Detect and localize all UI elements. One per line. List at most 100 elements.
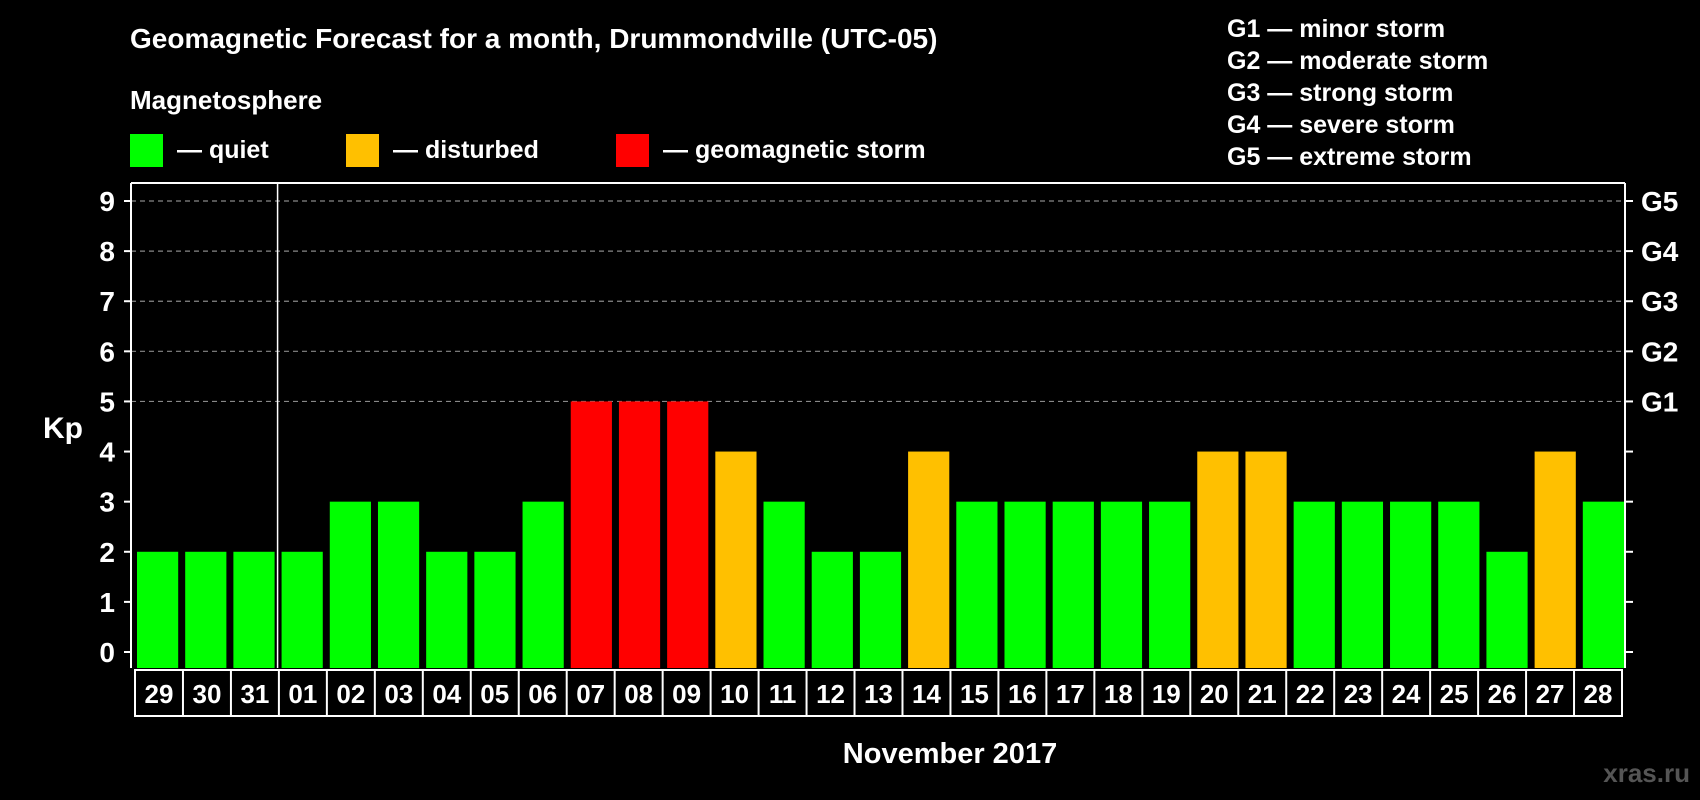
right-tick-label: G5 — [1641, 186, 1678, 217]
x-tick-label: 04 — [432, 679, 461, 709]
y-tick-label: 9 — [99, 186, 115, 217]
x-axis-date-labels: 29 30 31 01 02 03 04 05 06 07 08 09 10 11 12 13 14 15 16 17… — [134, 669, 1623, 717]
bars — [137, 401, 1624, 668]
x-tick-label: 14 — [912, 679, 941, 709]
x-tick-label: 13 — [864, 679, 893, 709]
legend-label-quiet: — quiet — [177, 136, 269, 164]
right-tick-label: G1 — [1641, 386, 1678, 417]
storm-scale-g5: G5 — extreme storm — [1227, 143, 1472, 171]
y-tick-label: 0 — [99, 637, 115, 668]
storm-scale-g2: G2 — moderate storm — [1227, 47, 1488, 75]
x-tick-label: 03 — [384, 679, 413, 709]
x-tick-label: 09 — [672, 679, 701, 709]
bar — [1293, 501, 1335, 668]
bar — [1245, 451, 1287, 668]
chart-title: Geomagnetic Forecast for a month, Drummo… — [130, 23, 937, 54]
y-axis-label: Kp — [43, 412, 83, 445]
bar — [908, 451, 950, 668]
x-tick-label: 05 — [480, 679, 509, 709]
bar — [522, 501, 564, 668]
bar — [715, 451, 757, 668]
y-axis-ticks: 0 1 2 3 4 5 6 7 8 9 — [99, 186, 131, 668]
bar — [474, 551, 516, 668]
x-tick-label: 17 — [1056, 679, 1085, 709]
x-tick-label: 20 — [1200, 679, 1229, 709]
x-tick-label: 24 — [1392, 679, 1421, 709]
legend-label-storm: — geomagnetic storm — [663, 136, 926, 164]
x-axis-label: November 2017 — [843, 738, 1057, 770]
x-tick-label: 28 — [1584, 679, 1613, 709]
x-tick-label: 29 — [145, 679, 174, 709]
x-tick-label: 21 — [1248, 679, 1277, 709]
bar — [1197, 451, 1239, 668]
bar — [281, 551, 323, 668]
bar — [1052, 501, 1094, 668]
x-tick-label: 31 — [240, 679, 269, 709]
bar — [426, 551, 468, 668]
bar — [1534, 451, 1576, 668]
bar — [811, 551, 853, 668]
x-tick-label: 23 — [1344, 679, 1373, 709]
bar — [763, 501, 805, 668]
y-tick-label: 5 — [99, 386, 115, 417]
bar — [1486, 551, 1528, 668]
bar — [1438, 501, 1480, 668]
x-tick-label: 25 — [1440, 679, 1469, 709]
bar — [1582, 501, 1624, 668]
right-tick-label: G2 — [1641, 336, 1678, 367]
y-tick-label: 6 — [99, 336, 115, 367]
legend-label-disturbed: — disturbed — [393, 136, 539, 164]
legend-swatch-quiet — [130, 134, 163, 167]
bar — [185, 551, 227, 668]
x-tick-label: 26 — [1488, 679, 1517, 709]
bar — [1341, 501, 1384, 668]
right-tick-label: G4 — [1641, 236, 1679, 267]
x-tick-label: 30 — [192, 679, 221, 709]
bar — [1390, 501, 1432, 668]
legend-swatch-storm — [616, 134, 649, 167]
y-tick-label: 7 — [99, 286, 115, 317]
y-tick-label: 2 — [99, 537, 115, 568]
bar — [1149, 501, 1191, 668]
x-tick-label: 02 — [336, 679, 365, 709]
plot-frame — [130, 182, 1626, 668]
bar — [570, 401, 612, 668]
x-tick-label: 12 — [816, 679, 845, 709]
bar — [1004, 501, 1046, 668]
y-tick-label: 1 — [99, 587, 115, 618]
date-box-frame — [134, 669, 1623, 717]
x-tick-label: 27 — [1536, 679, 1565, 709]
watermark: xras.ru — [1603, 758, 1690, 788]
right-tick-label: G3 — [1641, 286, 1678, 317]
x-tick-label: 19 — [1152, 679, 1181, 709]
storm-scale-g4: G4 — severe storm — [1227, 111, 1455, 139]
bar — [859, 551, 902, 668]
x-tick-label: 01 — [288, 679, 317, 709]
right-axis-ticks: G1 G2 G3 G4 G5 — [1625, 186, 1679, 653]
x-tick-label: 16 — [1008, 679, 1037, 709]
x-tick-label: 07 — [576, 679, 605, 709]
magnetosphere-label: Magnetosphere — [130, 85, 322, 115]
storm-scale-g1: G1 — minor storm — [1227, 15, 1445, 43]
legend-swatch-disturbed — [346, 134, 379, 167]
bar — [956, 501, 998, 668]
x-tick-label: 06 — [528, 679, 557, 709]
x-tick-label: 22 — [1296, 679, 1325, 709]
bar — [377, 501, 420, 668]
grid-lines — [131, 200, 1625, 403]
bar — [233, 551, 275, 668]
bar — [1100, 501, 1143, 668]
x-tick-label: 10 — [720, 679, 749, 709]
y-tick-label: 3 — [99, 487, 115, 518]
storm-scale-list: G1 — minor storm G2 — moderate storm G3 … — [1227, 15, 1488, 171]
bar — [667, 401, 709, 668]
legend: — quiet — disturbed — geomagnetic storm — [130, 134, 926, 167]
x-tick-label: 11 — [769, 679, 797, 709]
x-tick-label: 18 — [1104, 679, 1133, 709]
bar — [329, 501, 371, 668]
y-tick-label: 8 — [99, 236, 115, 267]
bar — [137, 551, 179, 668]
x-tick-label: 15 — [960, 679, 989, 709]
